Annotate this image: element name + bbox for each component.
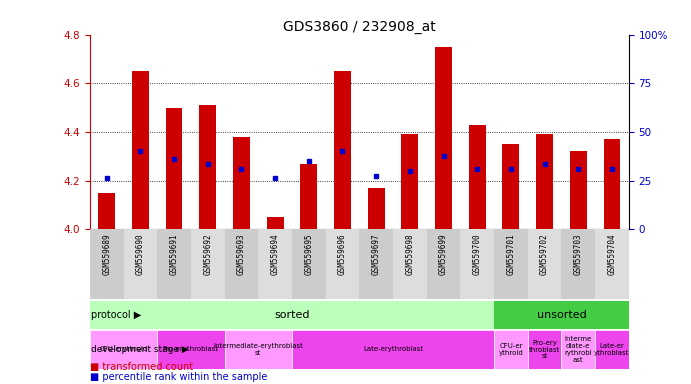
Bar bbox=[603, 139, 621, 229]
Bar bbox=[258, 229, 292, 299]
Bar bbox=[561, 330, 595, 369]
Bar bbox=[325, 229, 359, 299]
Text: Late-erythroblast: Late-erythroblast bbox=[363, 346, 423, 353]
Bar bbox=[199, 105, 216, 229]
Text: Late-er
ythroblast: Late-er ythroblast bbox=[594, 343, 630, 356]
Text: Interme
diate-e
rythrobl
ast: Interme diate-e rythrobl ast bbox=[565, 336, 592, 363]
Bar bbox=[468, 125, 486, 229]
Bar bbox=[124, 229, 157, 299]
Bar bbox=[90, 229, 124, 299]
Bar bbox=[334, 71, 351, 229]
Bar bbox=[90, 330, 157, 369]
Text: GSM559702: GSM559702 bbox=[540, 233, 549, 275]
Bar bbox=[225, 229, 258, 299]
Bar bbox=[157, 330, 225, 369]
Text: CFU-er
ythroid: CFU-er ythroid bbox=[498, 343, 523, 356]
Text: protocol ▶: protocol ▶ bbox=[91, 310, 141, 320]
Bar bbox=[233, 137, 250, 229]
Text: ■ percentile rank within the sample: ■ percentile rank within the sample bbox=[90, 372, 267, 382]
Bar bbox=[225, 330, 292, 369]
Text: GSM559696: GSM559696 bbox=[338, 233, 347, 275]
Bar bbox=[528, 330, 561, 369]
Text: GSM559692: GSM559692 bbox=[203, 233, 212, 275]
Text: GSM559704: GSM559704 bbox=[607, 233, 616, 275]
Bar bbox=[98, 193, 115, 229]
Text: unsorted: unsorted bbox=[537, 310, 586, 320]
Bar bbox=[595, 229, 629, 299]
Text: GSM559700: GSM559700 bbox=[473, 233, 482, 275]
Bar bbox=[191, 229, 225, 299]
Bar bbox=[267, 217, 283, 229]
Bar bbox=[536, 134, 553, 229]
Bar bbox=[426, 229, 460, 299]
Text: GSM559694: GSM559694 bbox=[271, 233, 280, 275]
Bar bbox=[494, 301, 629, 329]
Text: GSM559693: GSM559693 bbox=[237, 233, 246, 275]
Bar bbox=[90, 301, 494, 329]
Text: Pro-erythroblast: Pro-erythroblast bbox=[163, 346, 219, 353]
Bar bbox=[301, 164, 317, 229]
Bar bbox=[292, 229, 325, 299]
Bar bbox=[528, 229, 561, 299]
Text: ■ transformed count: ■ transformed count bbox=[90, 362, 193, 372]
Bar bbox=[595, 330, 629, 369]
Text: development stage ▶: development stage ▶ bbox=[91, 345, 188, 354]
Bar bbox=[502, 144, 520, 229]
Title: GDS3860 / 232908_at: GDS3860 / 232908_at bbox=[283, 20, 436, 33]
Bar bbox=[292, 330, 494, 369]
Bar bbox=[401, 134, 418, 229]
Text: GSM559695: GSM559695 bbox=[304, 233, 313, 275]
Text: GSM559690: GSM559690 bbox=[136, 233, 145, 275]
Text: GSM559689: GSM559689 bbox=[102, 233, 111, 275]
Bar bbox=[460, 229, 494, 299]
Bar bbox=[368, 188, 385, 229]
Bar bbox=[166, 108, 182, 229]
Text: GSM559698: GSM559698 bbox=[406, 233, 415, 275]
Text: GSM559701: GSM559701 bbox=[507, 233, 515, 275]
Text: sorted: sorted bbox=[274, 310, 310, 320]
Text: Intermediate-erythroblast
st: Intermediate-erythroblast st bbox=[214, 343, 303, 356]
Text: GSM559703: GSM559703 bbox=[574, 233, 583, 275]
Bar bbox=[157, 229, 191, 299]
Bar bbox=[494, 229, 528, 299]
Text: CFU-erythroid: CFU-erythroid bbox=[100, 346, 148, 353]
Bar bbox=[393, 229, 426, 299]
Bar bbox=[359, 229, 393, 299]
Bar bbox=[561, 229, 595, 299]
Bar bbox=[570, 151, 587, 229]
Text: GSM559699: GSM559699 bbox=[439, 233, 448, 275]
Text: GSM559697: GSM559697 bbox=[372, 233, 381, 275]
Bar bbox=[132, 71, 149, 229]
Text: Pro-ery
throblast
st: Pro-ery throblast st bbox=[529, 339, 560, 359]
Bar bbox=[435, 47, 452, 229]
Bar bbox=[494, 330, 528, 369]
Text: GSM559691: GSM559691 bbox=[169, 233, 178, 275]
